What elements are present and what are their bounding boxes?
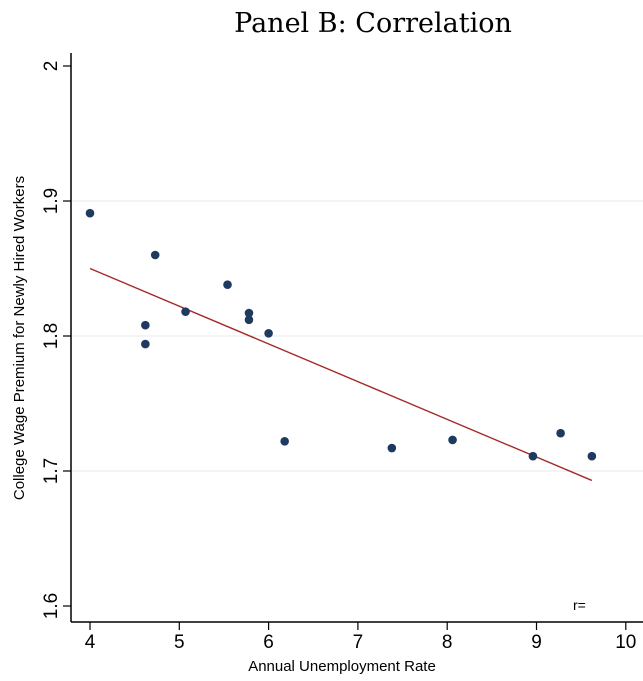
data-point bbox=[223, 280, 232, 290]
gridlines bbox=[72, 200, 643, 472]
y-tick-label: 1.7 bbox=[41, 458, 62, 484]
data-point bbox=[556, 428, 565, 438]
x-tick-label: 7 bbox=[353, 632, 364, 653]
y-tick-label: 1.8 bbox=[41, 323, 62, 349]
y-tick-label: 1.6 bbox=[41, 593, 62, 619]
x-ticks: 4 5 6 7 8 9 10 bbox=[85, 622, 636, 653]
x-tick-label: 6 bbox=[263, 632, 274, 653]
data-point bbox=[587, 451, 597, 461]
data-point bbox=[387, 443, 397, 453]
y-axis-title: College Wage Premium for Newly Hired Wor… bbox=[11, 176, 28, 500]
r-annotation: r= bbox=[573, 597, 586, 613]
data-points bbox=[85, 208, 597, 461]
fit-line-group bbox=[89, 267, 593, 482]
data-point bbox=[448, 435, 457, 445]
x-tick-label: 8 bbox=[442, 632, 453, 653]
x-axis-title: Annual Unemployment Rate bbox=[248, 658, 436, 675]
x-tick-label: 4 bbox=[85, 632, 96, 653]
data-point bbox=[280, 437, 289, 446]
y-tick-label: 2 bbox=[41, 61, 62, 72]
data-point bbox=[528, 451, 538, 461]
data-point bbox=[264, 329, 273, 338]
panel-title: Panel B: Correlation bbox=[234, 8, 512, 39]
fit-line bbox=[89, 267, 593, 482]
y-tick-label: 1.9 bbox=[41, 188, 62, 214]
y-ticks: 1.6 1.7 1.8 1.9 2 bbox=[41, 61, 71, 619]
data-point bbox=[141, 339, 150, 349]
x-tick-label: 9 bbox=[531, 632, 542, 653]
data-point bbox=[85, 208, 95, 218]
x-tick-label: 5 bbox=[174, 632, 185, 653]
x-tick-label: 10 bbox=[615, 632, 636, 653]
data-point bbox=[244, 315, 254, 325]
data-point bbox=[181, 307, 190, 317]
data-point bbox=[150, 250, 160, 260]
data-point bbox=[244, 308, 254, 318]
data-point bbox=[141, 320, 150, 330]
